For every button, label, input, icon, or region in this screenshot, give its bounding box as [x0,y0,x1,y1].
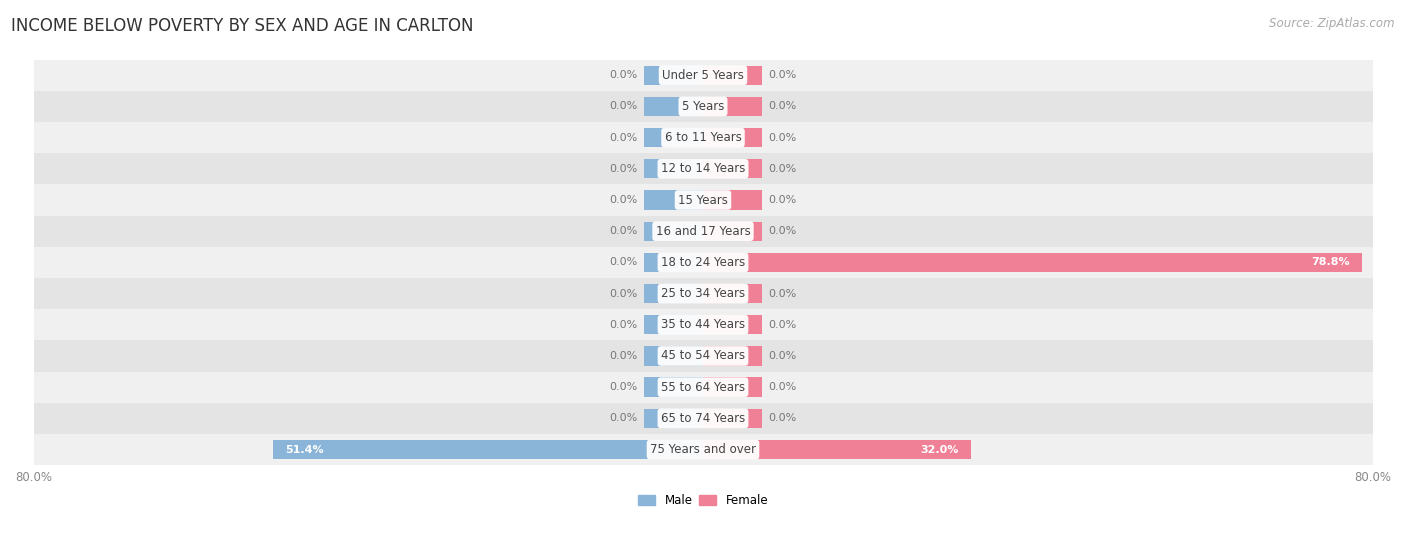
Text: 15 Years: 15 Years [678,194,728,206]
Text: 0.0%: 0.0% [768,195,797,205]
Bar [703,222,762,241]
Text: 0.0%: 0.0% [768,413,797,424]
Bar [34,278,1372,309]
Text: 0.0%: 0.0% [609,70,638,80]
Text: Source: ZipAtlas.com: Source: ZipAtlas.com [1270,17,1395,30]
Bar [34,215,1372,247]
Text: 25 to 34 Years: 25 to 34 Years [661,287,745,300]
Bar [703,378,762,397]
Text: 32.0%: 32.0% [920,445,959,455]
Bar [644,128,703,147]
Bar [644,284,703,303]
Text: 55 to 64 Years: 55 to 64 Years [661,381,745,393]
Bar [703,190,762,210]
Text: 65 to 74 Years: 65 to 74 Years [661,412,745,425]
Bar [34,340,1372,372]
Bar [644,253,703,272]
Text: 45 to 54 Years: 45 to 54 Years [661,349,745,363]
Text: 0.0%: 0.0% [768,102,797,112]
Bar [34,434,1372,465]
Text: 0.0%: 0.0% [609,226,638,236]
Bar [644,97,703,116]
Text: 0.0%: 0.0% [609,288,638,299]
Bar [703,159,762,179]
Text: 51.4%: 51.4% [285,445,323,455]
Bar [34,122,1372,153]
Text: 35 to 44 Years: 35 to 44 Years [661,318,745,331]
Bar [34,403,1372,434]
Bar [34,91,1372,122]
Bar [644,408,703,428]
Legend: Male, Female: Male, Female [633,489,773,512]
Bar [34,309,1372,340]
Text: 0.0%: 0.0% [609,320,638,330]
Text: 0.0%: 0.0% [609,195,638,205]
Bar [703,66,762,85]
Text: 0.0%: 0.0% [768,133,797,143]
Text: 0.0%: 0.0% [768,382,797,392]
Bar [703,315,762,334]
Text: 0.0%: 0.0% [768,320,797,330]
Bar [703,253,1362,272]
Bar [703,347,762,365]
Bar [703,97,762,116]
Text: 0.0%: 0.0% [609,102,638,112]
Text: Under 5 Years: Under 5 Years [662,69,744,81]
Text: 0.0%: 0.0% [609,164,638,174]
Text: 0.0%: 0.0% [609,413,638,424]
Bar [34,60,1372,91]
Text: 0.0%: 0.0% [609,382,638,392]
Bar [644,315,703,334]
Text: 16 and 17 Years: 16 and 17 Years [655,225,751,238]
Bar [34,184,1372,215]
Text: 12 to 14 Years: 12 to 14 Years [661,162,745,175]
Bar [703,128,762,147]
Bar [644,222,703,241]
Bar [34,372,1372,403]
Text: 0.0%: 0.0% [768,70,797,80]
Text: 75 Years and over: 75 Years and over [650,443,756,456]
Bar [34,153,1372,184]
Bar [703,284,762,303]
Text: 0.0%: 0.0% [609,257,638,267]
Text: 5 Years: 5 Years [682,100,724,113]
Bar [644,190,703,210]
Bar [703,440,970,459]
Text: 6 to 11 Years: 6 to 11 Years [665,131,741,144]
Text: 0.0%: 0.0% [609,133,638,143]
Bar [34,247,1372,278]
Bar [644,66,703,85]
Text: INCOME BELOW POVERTY BY SEX AND AGE IN CARLTON: INCOME BELOW POVERTY BY SEX AND AGE IN C… [11,17,474,35]
Text: 18 to 24 Years: 18 to 24 Years [661,256,745,269]
Bar [273,440,703,459]
Text: 78.8%: 78.8% [1312,257,1350,267]
Bar [703,408,762,428]
Text: 0.0%: 0.0% [609,351,638,361]
Text: 0.0%: 0.0% [768,351,797,361]
Text: 0.0%: 0.0% [768,288,797,299]
Text: 0.0%: 0.0% [768,164,797,174]
Text: 0.0%: 0.0% [768,226,797,236]
Bar [644,347,703,365]
Bar [644,378,703,397]
Bar [644,159,703,179]
